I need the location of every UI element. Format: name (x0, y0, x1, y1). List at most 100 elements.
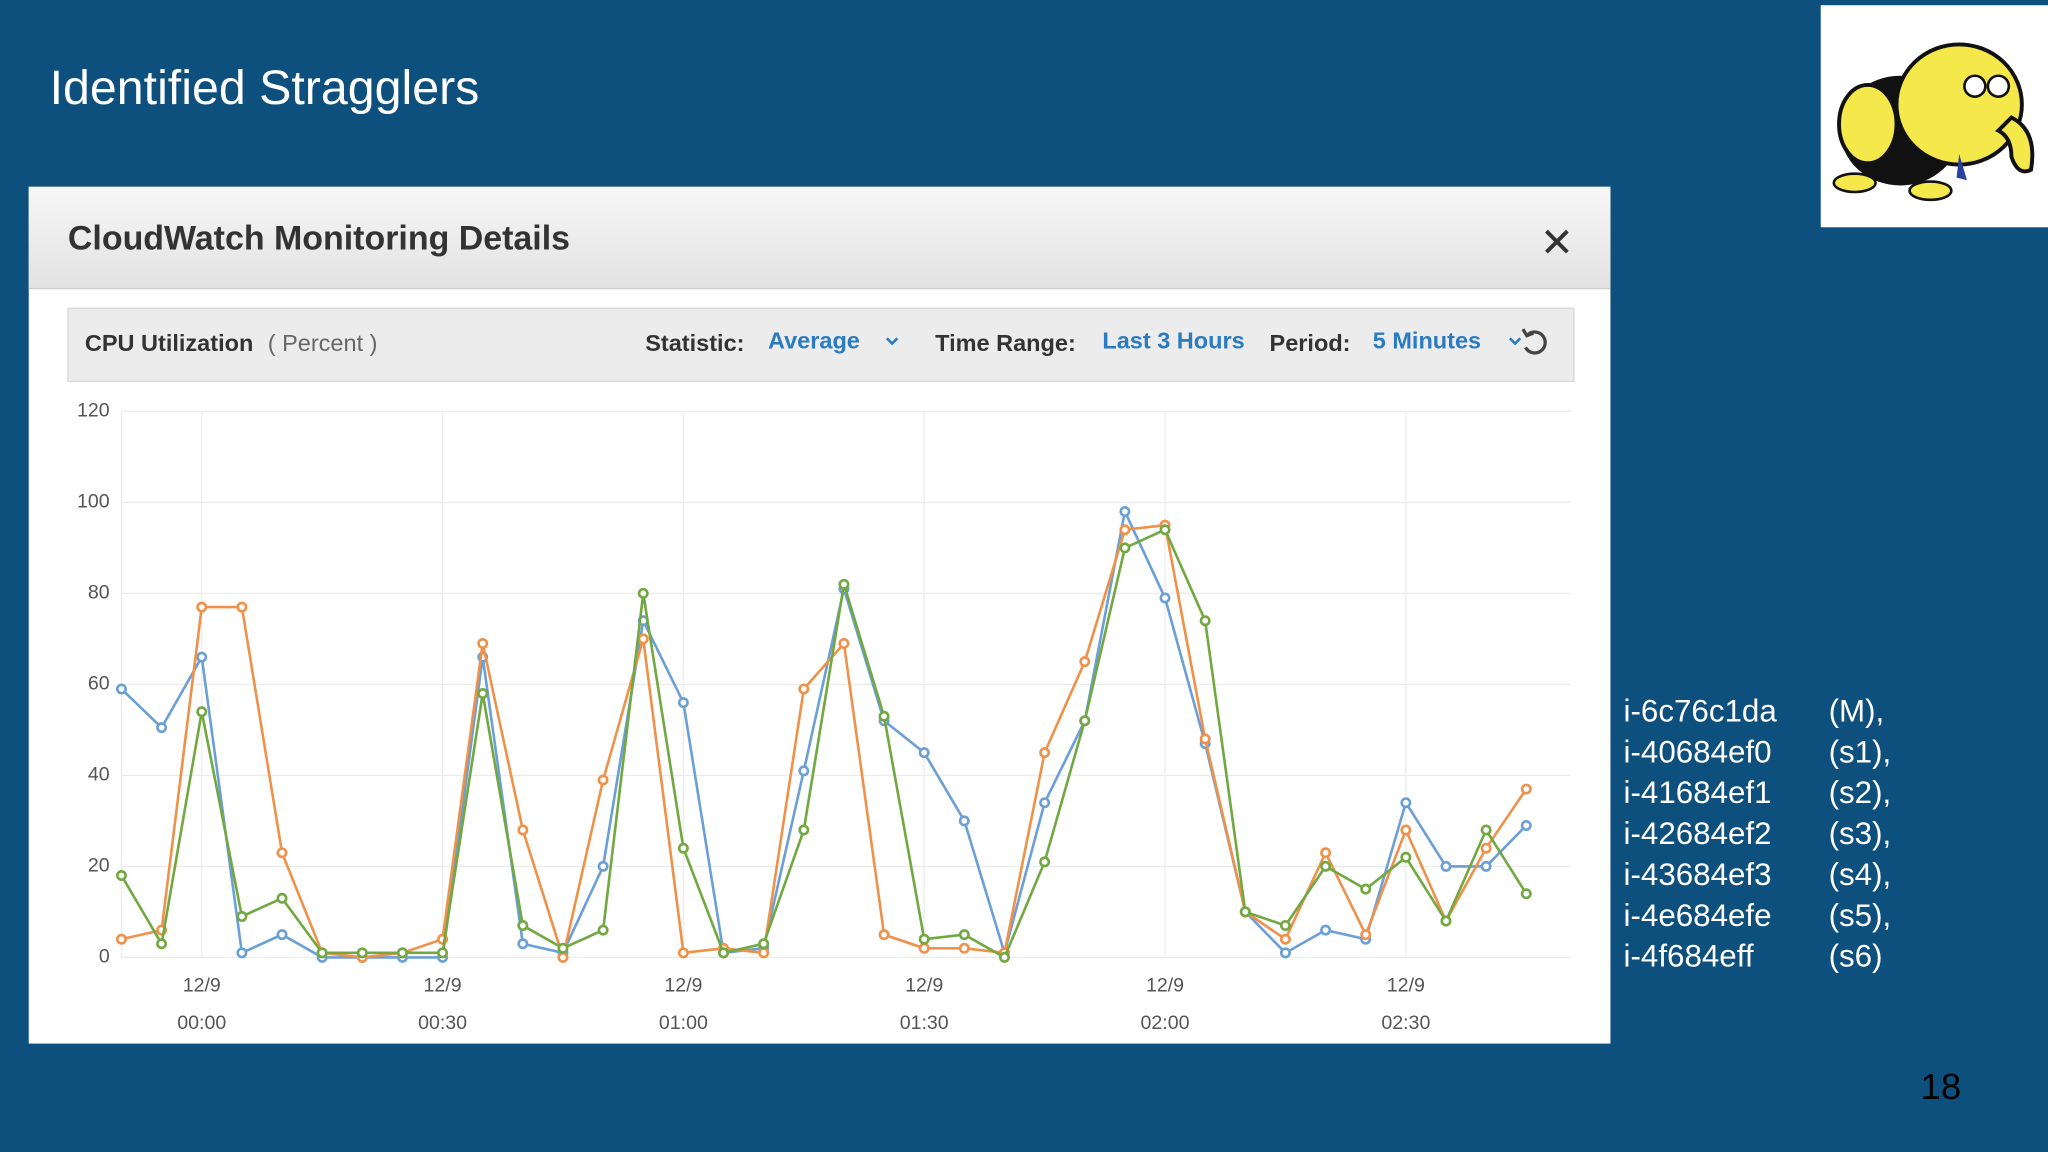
data-point (798, 683, 810, 695)
panel-title: CloudWatch Monitoring Details (68, 219, 570, 257)
data-point (637, 633, 649, 645)
data-point (677, 842, 689, 854)
data-point (1199, 615, 1211, 627)
data-point (1400, 824, 1412, 836)
data-point (196, 651, 208, 663)
data-point (798, 824, 810, 836)
metric-name: CPU Utilization (85, 330, 253, 356)
data-point (517, 920, 529, 932)
instance-id: i-43684ef3 (1624, 857, 1772, 892)
data-point (918, 747, 930, 759)
data-point (1119, 506, 1131, 518)
slide-title: Identified Stragglers (50, 61, 480, 115)
time-range-select[interactable]: Last 3 Hours (1102, 327, 1244, 353)
chart: 0 20 40 60 80 100 120 12/9 00:00 12/9 00:30 12/9 01:… (77, 400, 1572, 1034)
data-point (958, 815, 970, 827)
data-point (878, 710, 890, 722)
data-point (1440, 915, 1452, 927)
x-tick-label: 01:00 (659, 1012, 708, 1034)
data-point (1360, 929, 1372, 941)
data-point (918, 933, 930, 945)
period-select[interactable]: 5 Minutes (1373, 327, 1481, 353)
data-point (276, 929, 288, 941)
data-point (958, 942, 970, 954)
y-tick-label: 0 (99, 946, 110, 968)
x-tick-label: 12/9 (1146, 974, 1184, 996)
data-point (1520, 783, 1532, 795)
data-point (517, 824, 529, 836)
data-point (115, 933, 127, 945)
series-line (121, 523, 1528, 963)
data-point (1279, 933, 1291, 945)
logo (1820, 5, 2048, 228)
data-point (276, 847, 288, 859)
data-point (677, 947, 689, 959)
x-tick-label: 12/9 (424, 974, 462, 996)
instance-id: i-4e684efe (1624, 898, 1772, 933)
instance-role: (s3), (1829, 816, 1892, 851)
statistic-select[interactable]: Average (768, 327, 860, 353)
y-tick-label: 100 (77, 491, 110, 513)
instance-role: (M), (1829, 693, 1885, 728)
x-tick-label: 01:30 (900, 1012, 949, 1034)
data-point (1400, 797, 1412, 809)
data-point (1480, 842, 1492, 854)
data-point (477, 688, 489, 699)
instance-id: i-40684ef0 (1624, 734, 1772, 769)
instance-role: (s6) (1829, 939, 1883, 974)
data-point (1400, 851, 1412, 863)
dropdown-arrow[interactable] (885, 337, 899, 346)
x-tick-label: 12/9 (664, 974, 702, 996)
y-tick-label: 120 (77, 400, 110, 422)
refresh-button[interactable] (1521, 328, 1547, 355)
data-point (236, 601, 248, 613)
data-point (236, 947, 248, 959)
x-tick-label: 00:30 (418, 1012, 467, 1034)
instance-id: i-41684ef1 (1624, 775, 1772, 810)
control-label: Period: (1270, 330, 1351, 356)
data-point (115, 683, 127, 695)
data-point (1480, 860, 1492, 872)
data-point (758, 947, 770, 959)
data-point (1039, 747, 1051, 759)
data-point (557, 942, 569, 954)
data-point (999, 951, 1010, 963)
data-point (838, 578, 850, 590)
data-point (758, 938, 770, 950)
toolbar (67, 307, 1575, 383)
data-point (396, 947, 408, 959)
data-point (316, 947, 328, 959)
data-point (878, 929, 890, 941)
data-point (1320, 847, 1332, 859)
data-point (1360, 883, 1372, 895)
data-point (356, 947, 368, 959)
x-tick-label: 02:00 (1141, 1012, 1190, 1034)
data-point (918, 942, 930, 954)
x-tick-label: 00:00 (177, 1012, 226, 1034)
y-tick-label: 80 (88, 582, 110, 604)
data-point (196, 706, 208, 718)
instance-id: i-42684ef2 (1624, 816, 1772, 851)
x-tick-label: 02:30 (1381, 1012, 1430, 1034)
data-point (1279, 947, 1291, 959)
close-button[interactable] (1545, 229, 1569, 254)
instance-role: (s4), (1829, 857, 1892, 892)
data-point (477, 637, 489, 649)
data-point (1520, 819, 1532, 831)
data-point (276, 892, 288, 904)
data-point (1079, 715, 1091, 727)
data-point (1119, 542, 1131, 554)
data-point (1199, 733, 1211, 745)
data-point (115, 870, 127, 881)
data-point (1440, 860, 1452, 872)
data-point (156, 722, 168, 734)
data-point (677, 697, 689, 709)
y-tick-label: 20 (88, 855, 110, 877)
instance-role: (s5), (1829, 898, 1892, 933)
data-point (637, 587, 649, 599)
data-point (1159, 592, 1171, 604)
y-tick-label: 60 (88, 673, 110, 695)
metric-unit: ( Percent ) (268, 330, 378, 356)
data-point (597, 860, 609, 872)
dropdown-arrow[interactable] (1508, 337, 1522, 346)
